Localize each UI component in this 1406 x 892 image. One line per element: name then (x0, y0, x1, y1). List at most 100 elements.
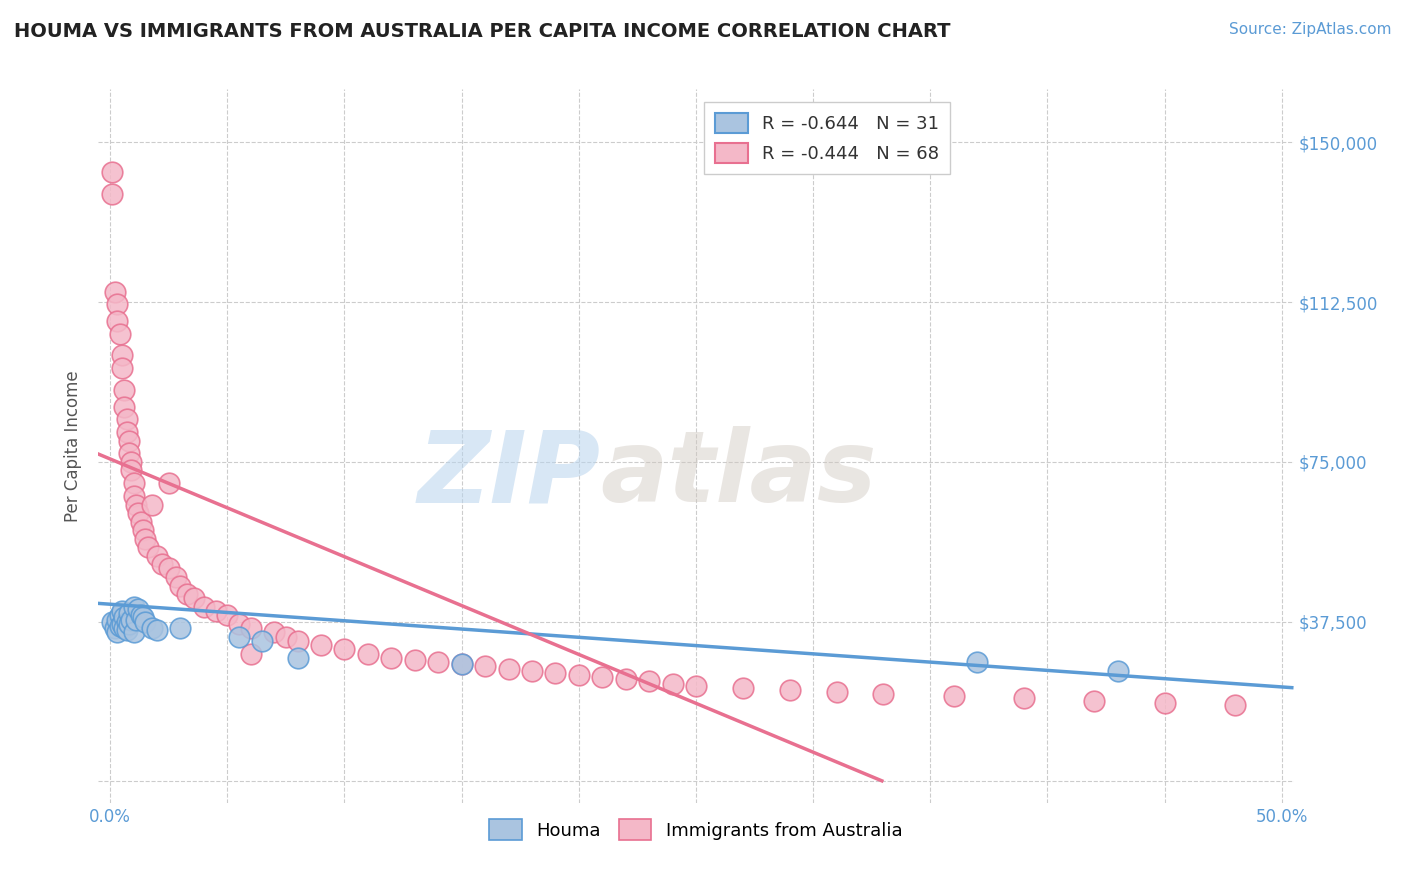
Point (591, 670, 613, 684)
Point (120, 463, 142, 477)
Point (872, 687, 894, 701)
Point (112, 383, 135, 397)
Point (122, 599, 145, 614)
Point (115, 412, 138, 426)
Point (108, 619, 131, 633)
Point (685, 679, 707, 693)
Point (111, 349, 134, 363)
Point (252, 634, 274, 648)
Point (134, 615, 156, 629)
Point (614, 672, 637, 686)
Y-axis label: Per Capita Income: Per Capita Income (65, 370, 83, 522)
Point (309, 638, 332, 652)
Point (136, 540, 159, 554)
Point (1107, 664, 1129, 678)
Point (942, 690, 965, 704)
Point (118, 606, 141, 620)
Point (122, 625, 145, 640)
Point (779, 682, 801, 697)
Point (132, 610, 155, 624)
Point (122, 476, 145, 491)
Point (125, 613, 148, 627)
Point (108, 608, 131, 623)
Point (120, 455, 142, 469)
Point (169, 621, 191, 635)
Point (333, 642, 356, 657)
Point (101, 615, 124, 629)
Point (112, 610, 135, 624)
Point (204, 604, 226, 618)
Point (1083, 693, 1105, 707)
Point (287, 651, 309, 665)
Point (568, 668, 591, 682)
Point (1153, 696, 1175, 710)
Point (104, 285, 127, 299)
Point (111, 361, 134, 376)
Point (169, 578, 191, 592)
Point (118, 616, 141, 631)
Point (731, 681, 754, 695)
Point (127, 506, 149, 520)
Point (450, 657, 472, 672)
Point (183, 591, 205, 606)
Point (966, 655, 988, 669)
Point (274, 630, 297, 644)
Point (239, 647, 262, 661)
Point (122, 489, 145, 503)
Point (111, 616, 134, 631)
Point (287, 634, 309, 648)
Point (101, 165, 124, 179)
Point (217, 608, 239, 623)
Point (111, 604, 134, 618)
Point (498, 662, 520, 676)
Point (127, 602, 149, 616)
Point (165, 570, 187, 584)
Point (105, 613, 128, 627)
Point (520, 664, 543, 678)
Point (150, 558, 173, 572)
Point (125, 498, 148, 512)
Point (118, 434, 141, 448)
Point (450, 657, 472, 672)
Legend: Houma, Immigrants from Australia: Houma, Immigrants from Australia (482, 812, 910, 847)
Point (661, 676, 683, 690)
Point (427, 655, 450, 669)
Point (101, 186, 124, 201)
Point (228, 630, 250, 644)
Point (105, 297, 128, 311)
Point (474, 659, 496, 673)
Point (176, 587, 198, 601)
Point (105, 314, 128, 328)
Point (239, 621, 262, 635)
Text: HOUMA VS IMMIGRANTS FROM AUSTRALIA PER CAPITA INCOME CORRELATION CHART: HOUMA VS IMMIGRANTS FROM AUSTRALIA PER C… (14, 22, 950, 41)
Point (193, 599, 215, 614)
Point (1223, 698, 1246, 712)
Point (263, 625, 285, 640)
Point (115, 624, 138, 638)
Point (112, 400, 135, 414)
Point (104, 621, 127, 635)
Point (134, 532, 156, 546)
Point (112, 621, 135, 635)
Point (115, 425, 138, 439)
Point (120, 613, 142, 627)
Point (825, 685, 848, 699)
Point (157, 561, 180, 575)
Point (638, 674, 661, 689)
Point (228, 616, 250, 631)
Point (132, 523, 155, 537)
Point (1012, 691, 1035, 706)
Point (141, 621, 163, 635)
Point (544, 665, 567, 680)
Point (146, 624, 169, 638)
Point (380, 651, 402, 665)
Point (115, 615, 138, 629)
Point (357, 647, 380, 661)
Point (404, 653, 426, 667)
Point (118, 446, 141, 460)
Point (146, 549, 169, 563)
Point (108, 327, 131, 342)
Text: ZIP: ZIP (418, 426, 600, 523)
Text: atlas: atlas (600, 426, 877, 523)
Text: Source: ZipAtlas.com: Source: ZipAtlas.com (1229, 22, 1392, 37)
